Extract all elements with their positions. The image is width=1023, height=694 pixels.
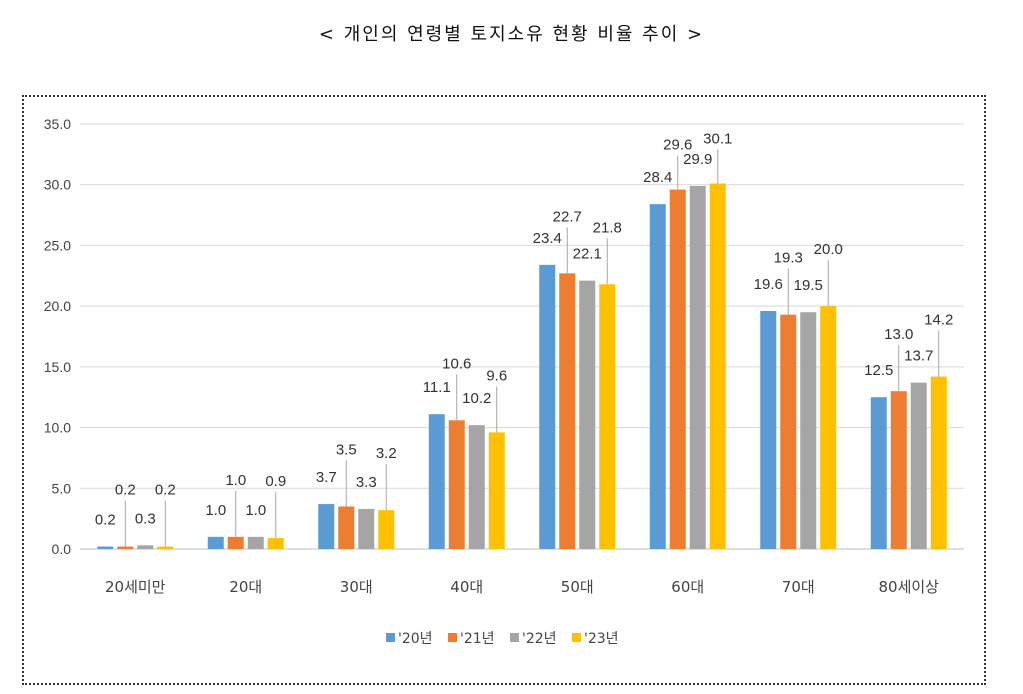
data-label: 3.2	[376, 445, 397, 462]
bar-20년-70대	[760, 311, 777, 549]
bar-21년-70대	[780, 314, 797, 549]
y-tick-label: 5.0	[52, 480, 72, 496]
data-label: 3.7	[316, 469, 337, 486]
data-label: 13.7	[904, 348, 933, 365]
y-tick-label: 35.0	[44, 116, 71, 132]
bar-23년-20대	[267, 538, 284, 549]
bar-20년-40대	[428, 414, 445, 549]
bar-22년-60대	[689, 185, 706, 549]
data-label: 10.2	[462, 390, 491, 407]
x-tick-label: 30대	[340, 578, 373, 596]
bar-21년-20대	[227, 536, 244, 549]
bar-21년-40대	[448, 420, 465, 549]
bar-22년-50대	[579, 280, 596, 549]
data-label: 12.5	[864, 362, 893, 379]
data-label: 10.6	[442, 355, 471, 372]
legend-swatch	[572, 633, 581, 642]
x-tick-label: 60대	[671, 578, 704, 596]
data-label: 0.2	[115, 482, 136, 499]
bar-22년-70대	[800, 312, 817, 549]
chart-frame: 0.0 5.0 10.0 15.0 20.0 25.0 30.0 35.0 0.2 0.2 0.3 0…	[22, 95, 986, 685]
data-label: 0.2	[95, 512, 116, 529]
data-label: 9.6	[486, 367, 507, 384]
bar-20년-80세이상	[870, 397, 887, 549]
data-label: 22.7	[553, 208, 582, 225]
bar-23년-60대	[709, 183, 726, 549]
data-label: 30.1	[703, 131, 732, 148]
bar-22년-20대	[247, 536, 264, 549]
y-tick-label: 20.0	[44, 298, 71, 314]
bar-23년-70대	[820, 306, 837, 549]
legend-swatch	[448, 633, 457, 642]
bar-22년-30대	[358, 508, 375, 549]
data-label: 0.9	[265, 473, 286, 490]
bar-20년-20세미만	[97, 546, 114, 549]
bar-20년-50대	[539, 264, 556, 549]
data-label: 19.3	[774, 250, 803, 267]
bar-23년-40대	[488, 432, 505, 549]
data-label: 1.0	[205, 502, 226, 519]
bar-21년-30대	[338, 506, 355, 549]
x-tick-label: 40대	[450, 578, 483, 596]
bar-22년-20세미만	[137, 545, 154, 549]
y-tick-label: 15.0	[44, 359, 71, 375]
legend-label: '20년	[398, 631, 433, 647]
x-tick-label: 20대	[229, 578, 262, 596]
y-tick-label: 30.0	[44, 177, 71, 193]
data-label: 13.0	[884, 326, 913, 343]
data-label: 14.2	[924, 312, 953, 329]
x-tick-label: 70대	[782, 578, 815, 596]
bar-20년-20대	[207, 536, 224, 549]
legend-label: '23년	[584, 631, 619, 647]
bar-20년-30대	[318, 504, 335, 549]
data-label: 3.3	[356, 474, 377, 491]
data-label: 20.0	[814, 241, 843, 258]
bar-23년-50대	[599, 284, 616, 549]
bar-21년-50대	[559, 273, 576, 549]
bar-23년-30대	[378, 510, 395, 549]
x-tick-label: 50대	[561, 578, 594, 596]
bar-20년-60대	[649, 204, 666, 549]
data-label: 21.8	[593, 219, 622, 236]
data-label: 0.2	[155, 482, 176, 499]
bar-21년-60대	[669, 189, 686, 550]
data-label: 1.0	[245, 502, 266, 519]
bar-chart: 0.0 5.0 10.0 15.0 20.0 25.0 30.0 35.0 0.2 0.2 0.3 0…	[44, 116, 964, 647]
legend-swatch	[510, 633, 519, 642]
data-label: 29.9	[683, 151, 712, 168]
y-tick-label: 10.0	[44, 420, 71, 436]
data-label: 11.1	[423, 379, 451, 396]
data-label: 0.3	[135, 510, 156, 527]
data-label: 3.5	[336, 442, 357, 459]
data-label: 19.6	[754, 276, 783, 293]
data-label: 22.1	[573, 246, 602, 263]
data-label: 29.6	[663, 137, 692, 154]
legend-label: '21년	[460, 631, 495, 647]
bar-23년-80세이상	[930, 376, 947, 549]
bar-22년-80세이상	[910, 382, 927, 549]
y-tick-label: 0.0	[52, 541, 72, 557]
bar-21년-80세이상	[890, 391, 907, 549]
y-tick-label: 25.0	[44, 237, 71, 253]
bar-21년-20세미만	[117, 546, 134, 549]
data-label: 1.0	[225, 472, 246, 489]
data-label: 28.4	[643, 169, 672, 186]
legend-label: '22년	[522, 631, 557, 647]
data-label: 23.4	[533, 230, 562, 247]
bar-23년-20세미만	[157, 546, 174, 549]
bar-22년-40대	[468, 425, 485, 549]
chart-title: < 개인의 연령별 토지소유 현황 비율 추이 >	[318, 24, 705, 45]
data-label: 19.5	[794, 277, 823, 294]
x-tick-label: 20세미만	[105, 578, 166, 596]
legend-swatch	[386, 633, 395, 642]
x-tick-label: 80세이상	[879, 578, 940, 596]
